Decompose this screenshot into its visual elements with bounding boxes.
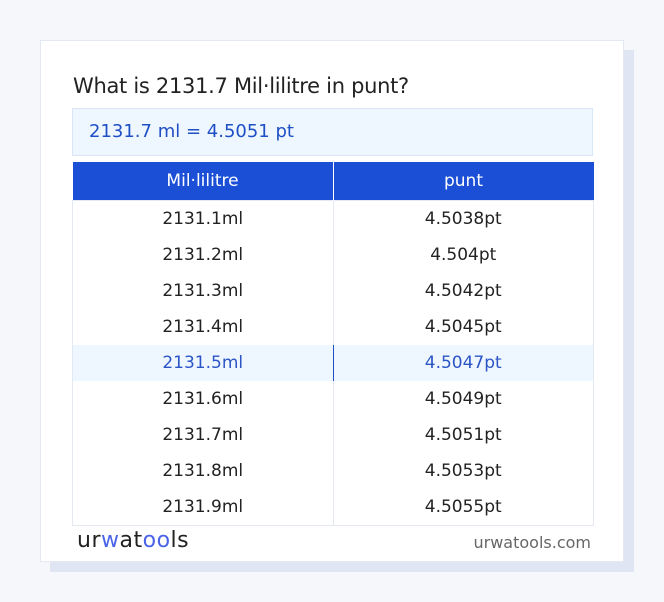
- column-header-punt: punt: [333, 162, 594, 201]
- punt-cell: 4.5047pt: [333, 345, 594, 381]
- punt-cell: 4.5045pt: [424, 317, 502, 337]
- conversion-result: 2131.7 ml = 4.5051 pt: [72, 108, 593, 156]
- table-row: 2131.8ml 4.5053pt: [72, 453, 594, 489]
- table-row: 2131.7ml 4.5051pt: [72, 417, 594, 453]
- millilitre-cell: 2131.2ml: [72, 237, 334, 273]
- table-row: 2131.1ml 4.5038pt: [72, 200, 594, 237]
- punt-cell: 4.5038pt: [424, 209, 502, 229]
- urwatools-logo[interactable]: urwatools: [77, 528, 190, 553]
- millilitre-cell: 2131.7ml: [72, 417, 334, 453]
- millilitre-cell: 2131.9ml: [72, 489, 334, 526]
- column-header-millilitre: Mil·lilitre: [72, 162, 334, 201]
- millilitre-cell: 2131.5ml: [72, 345, 334, 381]
- punt-cell: 4.5051pt: [424, 425, 502, 445]
- punt-cell: 4.5049pt: [424, 389, 502, 409]
- table-row: 2131.6ml 4.5049pt: [72, 381, 594, 417]
- conversion-table: Mil·lilitre punt 2131.1ml 4.5038pt 2131.2m…: [72, 162, 594, 526]
- punt-cell: 4.5055pt: [424, 497, 502, 517]
- punt-cell: 4.5042pt: [424, 281, 502, 301]
- punt-cell: 4.504pt: [430, 245, 497, 265]
- table-row: 2131.9ml 4.5055pt: [72, 489, 594, 526]
- converter-card: What is 2131.7 Mil·lilitre in punt? 2131…: [40, 40, 624, 562]
- table-row: 2131.3ml 4.5042pt: [72, 273, 594, 309]
- table-row: 2131.2ml 4.504pt: [72, 237, 594, 273]
- millilitre-cell: 2131.6ml: [72, 381, 334, 417]
- page-title: What is 2131.7 Mil·lilitre in punt?: [73, 74, 409, 98]
- punt-cell: 4.5053pt: [424, 461, 502, 481]
- table-row: 2131.4ml 4.5045pt: [72, 309, 594, 345]
- site-url[interactable]: urwatools.com: [473, 533, 592, 552]
- millilitre-cell: 2131.1ml: [72, 200, 334, 237]
- millilitre-cell: 2131.8ml: [72, 453, 334, 489]
- millilitre-cell: 2131.3ml: [72, 273, 334, 309]
- millilitre-cell: 2131.4ml: [72, 309, 334, 345]
- table-row: 2131.5ml 4.5047pt: [72, 345, 594, 381]
